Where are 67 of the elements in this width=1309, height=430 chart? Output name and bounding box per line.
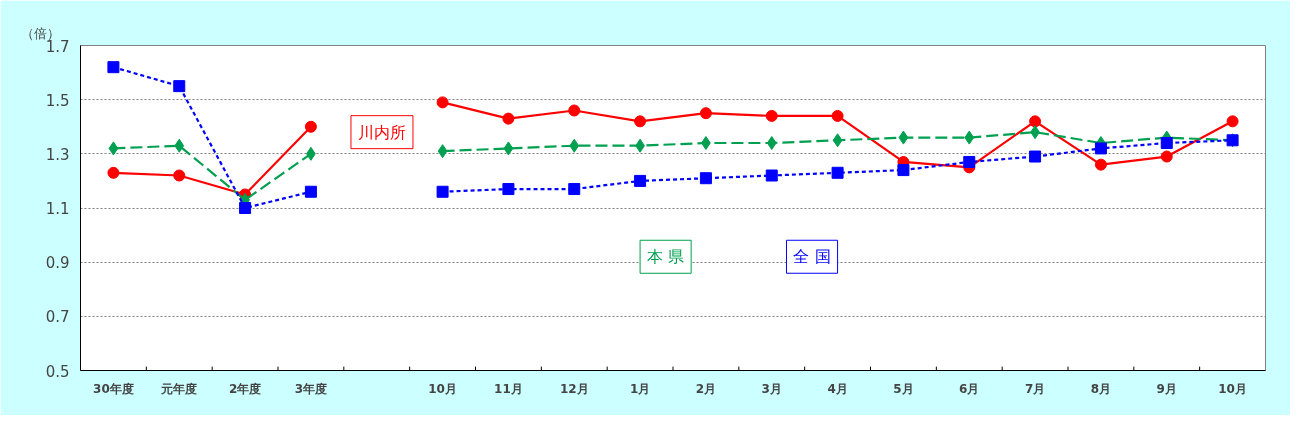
x-tick-label: 10月: [428, 381, 457, 396]
y-tick-label: 0.5: [45, 362, 70, 381]
point: [766, 136, 777, 150]
x-tick-label: 11月: [494, 381, 523, 396]
point: [239, 202, 252, 214]
x-tick-label: 2月: [695, 381, 717, 396]
y-tick-label: 0.9: [45, 254, 70, 273]
point: [304, 120, 317, 133]
point: [502, 112, 515, 125]
point: [173, 169, 186, 182]
point: [436, 96, 449, 109]
point: [437, 144, 448, 159]
y-tick-label: 1.3: [45, 145, 70, 164]
point: [108, 141, 119, 156]
point: [568, 183, 581, 196]
point: [1160, 137, 1173, 149]
point: [1029, 115, 1042, 128]
point: [963, 155, 976, 168]
x-tick-label: 30年度: [93, 381, 134, 396]
point: [107, 61, 120, 74]
point: [107, 166, 120, 179]
point: [1094, 158, 1107, 171]
point: [699, 107, 712, 120]
point: [897, 164, 910, 177]
x-tick-label: 3年度: [294, 381, 328, 396]
point: [831, 109, 844, 122]
point: [634, 174, 647, 187]
point: [1226, 115, 1239, 128]
point: [1094, 142, 1107, 155]
point: [832, 133, 843, 148]
point: [1160, 150, 1173, 163]
x-tick-label: 4月: [827, 381, 848, 396]
text: 全 国: [793, 247, 831, 267]
y-tick-label: 1.5: [45, 91, 70, 110]
point: [701, 136, 711, 150]
x-tick-label: 9月: [1156, 381, 1177, 396]
point: [1029, 150, 1042, 163]
text: 本 県: [647, 247, 685, 267]
point: [831, 166, 844, 179]
point: [173, 80, 186, 93]
point: [964, 130, 975, 145]
point: [503, 141, 514, 156]
point: [174, 138, 185, 153]
point: [765, 169, 778, 182]
point: [569, 138, 580, 153]
x-tick-label: 8月: [1090, 381, 1112, 396]
point: [699, 172, 712, 185]
y-tick-label: 1.1: [45, 200, 70, 218]
point: [502, 183, 515, 196]
point: [634, 115, 647, 128]
x-tick-label: 2年度: [228, 381, 262, 396]
point: [765, 109, 778, 122]
y-tick-label: 0.7: [45, 308, 70, 327]
x-tick-label: 1月: [629, 381, 651, 396]
x-tick-label: 6月: [959, 381, 980, 396]
x-tick-label: 5月: [893, 381, 914, 396]
x-tick-label: 12月: [559, 381, 589, 396]
point: [436, 185, 449, 198]
x-tick-label: 10月: [1218, 381, 1247, 396]
point: [568, 104, 581, 117]
y-axis-title: （倍）: [20, 25, 60, 41]
x-tick-label: 元年度: [160, 381, 198, 396]
point: [898, 130, 909, 145]
text: 川内所: [357, 122, 406, 142]
x-tick-label: 3月: [761, 381, 782, 396]
x-tick-label: 7月: [1024, 381, 1046, 396]
point: [304, 185, 317, 198]
